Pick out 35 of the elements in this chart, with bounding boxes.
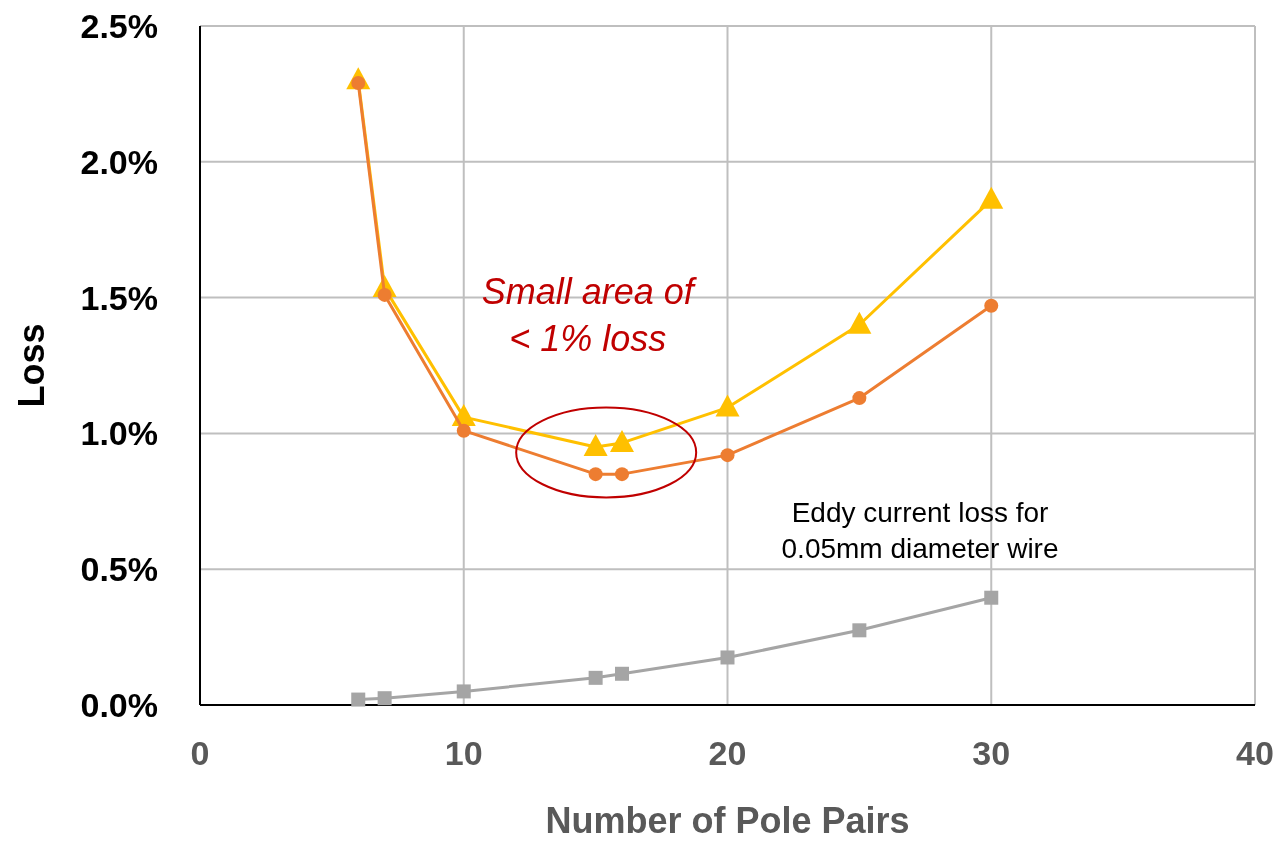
point [377,691,392,706]
point [984,590,999,605]
y-tick-label: 2.5% [80,6,158,45]
y-tick-label: 1.0% [80,414,158,453]
point [583,433,608,456]
point [351,692,366,707]
annotation: Small area of < 1% loss [481,271,698,360]
x-tick-label: 40 [1236,734,1274,772]
point [715,394,740,417]
y-tick-label: 0.5% [80,550,158,589]
point [979,186,1004,209]
point [852,623,867,638]
point [847,311,872,334]
point [720,650,735,665]
point [615,666,629,681]
annotation: Eddy current loss for 0.05mm diameter wire [781,496,1059,565]
y-axis-title: Loss [11,323,52,408]
point [588,467,603,482]
point [456,684,471,699]
point [852,391,867,406]
point [456,423,471,438]
x-tick-label: 10 [444,734,483,772]
point [610,429,634,452]
y-tick-label: 2.0% [80,142,158,181]
point [720,448,735,463]
x-axis-title: Number of Pole Pairs [545,800,910,841]
x-tick-label: 20 [708,734,747,772]
x-tick-label: 0 [190,734,210,772]
point [588,670,603,685]
point [984,298,999,313]
point [615,467,629,482]
y-tick-label: 1.5% [80,278,158,317]
point [377,287,392,302]
x-tick-label: 30 [972,734,1011,772]
y-tick-label: 0.0% [80,685,158,724]
